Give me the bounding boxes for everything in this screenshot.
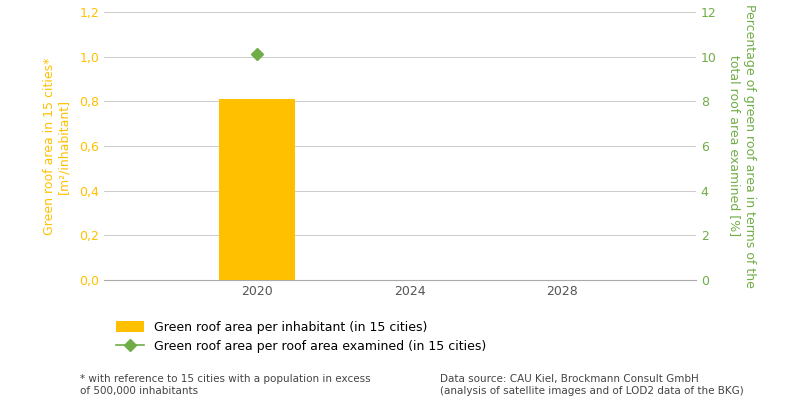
Bar [218, 99, 295, 280]
Text: Data source: CAU Kiel, Brockmann Consult GmbH
(analysis of satellite images and : Data source: CAU Kiel, Brockmann Consult… [440, 374, 744, 396]
Text: * with reference to 15 cities with a population in excess
of 500,000 inhabitants: * with reference to 15 cities with a pop… [80, 374, 370, 396]
Y-axis label: Green roof area in 15 cities*
[m²/inhabitant]: Green roof area in 15 cities* [m²/inhabi… [43, 57, 71, 235]
Y-axis label: Percentage of green roof area in terms of the
total roof area examined [%]: Percentage of green roof area in terms o… [728, 4, 756, 288]
Legend: Green roof area per inhabitant (in 15 cities), Green roof area per roof area exa: Green roof area per inhabitant (in 15 ci… [116, 321, 486, 353]
